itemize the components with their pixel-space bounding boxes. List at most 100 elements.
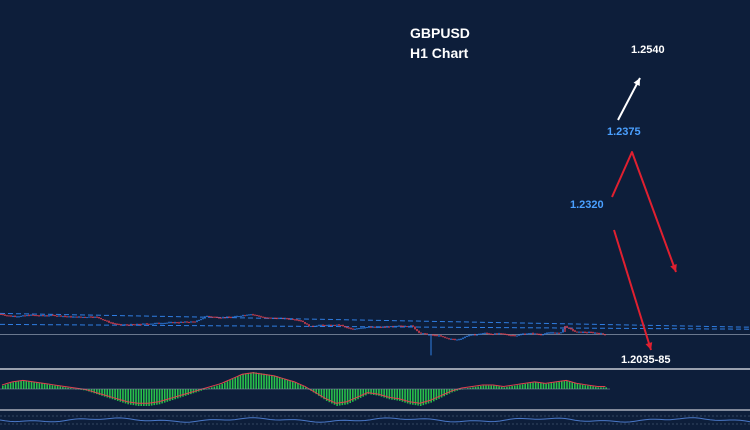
- histogram-bar: [182, 389, 184, 397]
- candle: [80, 316, 82, 318]
- histogram-bar: [148, 389, 150, 406]
- candle: [574, 330, 576, 332]
- histogram-bar: [540, 383, 542, 389]
- candle: [28, 314, 30, 317]
- histogram-bar: [378, 389, 380, 396]
- candle: [360, 327, 362, 329]
- candle: [472, 334, 474, 336]
- candle: [210, 316, 212, 318]
- candle: [46, 314, 48, 317]
- histogram-bar: [43, 383, 46, 389]
- candle: [368, 326, 370, 328]
- candle: [592, 331, 594, 334]
- histogram-bar: [545, 383, 547, 389]
- candle: [580, 331, 582, 333]
- histogram-bar: [555, 382, 558, 389]
- candle: [38, 314, 40, 317]
- candle: [376, 326, 378, 329]
- candle: [136, 323, 138, 325]
- histogram-bar: [511, 386, 513, 389]
- histogram-bar: [385, 389, 388, 399]
- candle: [318, 324, 320, 327]
- histogram-bar: [323, 389, 325, 400]
- candle: [462, 337, 464, 340]
- histogram-bar: [174, 389, 176, 400]
- histogram-bar: [132, 389, 135, 406]
- candle: [100, 317, 102, 320]
- histogram-bar: [247, 372, 250, 389]
- histogram-bar: [474, 386, 477, 389]
- candle: [388, 326, 390, 328]
- candle: [62, 316, 64, 318]
- histogram-bar: [419, 389, 422, 406]
- histogram-bar: [234, 377, 237, 389]
- candle: [348, 327, 350, 329]
- candle: [216, 316, 218, 318]
- histogram-bar: [28, 381, 30, 389]
- histogram-bar: [294, 382, 297, 389]
- histogram-bar: [291, 381, 294, 389]
- candle: [374, 326, 376, 328]
- candle: [434, 334, 436, 337]
- candle: [572, 328, 574, 332]
- histogram-bar: [103, 389, 106, 397]
- histogram-bar: [56, 386, 59, 389]
- candle: [24, 315, 26, 317]
- candle: [412, 325, 414, 327]
- candle: [16, 316, 18, 318]
- arrow-down-to-1.2035: [613, 229, 653, 351]
- candle: [444, 336, 446, 339]
- candle: [386, 325, 388, 328]
- histogram-bar: [187, 389, 190, 395]
- histogram-bar: [534, 382, 537, 389]
- histogram-bar: [203, 389, 205, 390]
- histogram-bar: [500, 386, 503, 389]
- histogram-bar: [17, 381, 20, 389]
- candle: [186, 321, 188, 323]
- histogram-bar: [315, 389, 318, 395]
- histogram-bar: [221, 383, 223, 389]
- candle: [6, 315, 8, 317]
- candle: [262, 316, 264, 318]
- histogram-bar: [224, 382, 226, 389]
- candle: [248, 314, 250, 316]
- candle: [122, 324, 124, 326]
- candle: [490, 333, 492, 335]
- candle: [272, 317, 274, 319]
- candle: [508, 334, 510, 336]
- candle: [356, 328, 358, 330]
- histogram-bar: [297, 383, 299, 389]
- histogram-bar: [597, 387, 600, 389]
- candle: [468, 334, 470, 337]
- candle: [104, 319, 106, 322]
- histogram-bar: [7, 383, 9, 389]
- histogram-bar: [218, 384, 221, 389]
- histogram-bar: [69, 388, 72, 389]
- candle: [102, 319, 104, 321]
- histogram-bar: [320, 389, 323, 398]
- candle: [48, 314, 50, 317]
- candle: [452, 338, 454, 340]
- candle: [188, 321, 190, 324]
- candle: [56, 315, 58, 317]
- candle: [364, 327, 366, 329]
- candle: [74, 316, 76, 318]
- histogram-bar: [480, 386, 482, 389]
- histogram-bar: [456, 389, 459, 391]
- histogram-bar: [231, 378, 234, 389]
- candle: [484, 332, 486, 334]
- candle: [454, 338, 456, 341]
- trendline-upper: [0, 312, 750, 328]
- histogram-bar: [459, 389, 461, 390]
- candle: [198, 319, 200, 322]
- signal-line: [1, 372, 606, 404]
- candle: [390, 325, 392, 328]
- histogram-bar: [263, 373, 265, 389]
- candle: [66, 316, 68, 318]
- pivot-label: 1.2320: [570, 199, 604, 211]
- candle: [90, 316, 92, 318]
- candle: [164, 322, 166, 324]
- candle: [92, 316, 94, 318]
- trendlines: [0, 312, 750, 330]
